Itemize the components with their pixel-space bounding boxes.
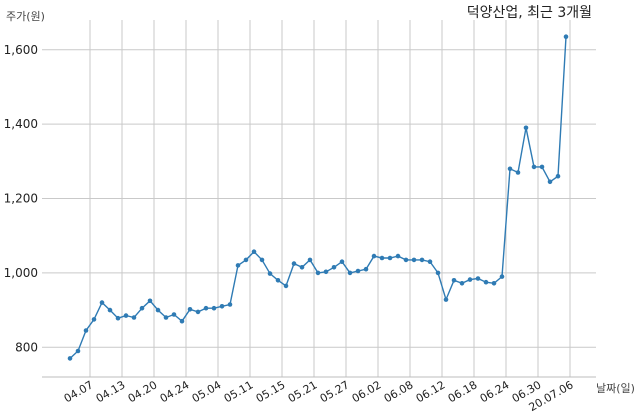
data-point <box>291 261 297 266</box>
x-tick-label: 04.24 <box>158 378 192 405</box>
data-point <box>123 313 129 318</box>
x-tick-label: 06.24 <box>478 378 512 405</box>
y-tick-label: 1,200 <box>4 192 38 206</box>
x-tick-label: 05.21 <box>286 378 320 405</box>
x-gridlines <box>89 20 571 377</box>
data-point <box>435 270 441 276</box>
data-point <box>419 257 425 263</box>
data-point <box>283 283 289 289</box>
data-point <box>331 265 337 270</box>
data-point <box>427 259 433 265</box>
data-point <box>131 315 137 320</box>
data-point <box>107 307 113 313</box>
data-point <box>83 328 89 333</box>
data-point <box>171 312 177 317</box>
data-point <box>243 257 249 263</box>
data-point <box>499 274 505 279</box>
data-point <box>299 265 305 270</box>
y-gridlines <box>42 49 596 348</box>
data-point <box>339 259 345 265</box>
data-point <box>251 249 257 254</box>
data-point <box>555 173 561 179</box>
x-tick-label: 05.04 <box>190 378 224 405</box>
data-point <box>211 305 217 311</box>
data-point <box>395 253 401 259</box>
data-point <box>179 318 185 324</box>
data-point <box>99 300 105 305</box>
x-tick-label: 06.18 <box>446 378 480 405</box>
data-point <box>563 34 569 39</box>
y-axis-label: 주가(원) <box>6 10 45 23</box>
x-tick-label: 05.27 <box>318 378 352 405</box>
data-point <box>483 279 489 285</box>
data-point <box>547 179 553 185</box>
data-point <box>75 348 81 354</box>
x-tick-label: 04.07 <box>62 378 96 405</box>
y-tick-labels: 800 1,000 1,200 1,400 1,600 <box>4 43 38 355</box>
data-point <box>523 125 529 131</box>
data-point <box>379 255 385 261</box>
x-tick-label: 04.13 <box>94 378 128 405</box>
y-tick-label: 1,400 <box>4 117 38 131</box>
data-point <box>539 164 545 170</box>
data-point <box>459 281 465 286</box>
y-tick-label: 800 <box>15 340 38 354</box>
x-tick-labels: 04.0704.1304.2004.2405.0405.1105.1505.21… <box>62 378 576 414</box>
data-point <box>475 276 481 281</box>
data-point <box>387 255 393 261</box>
x-tick-label: 04.20 <box>126 378 160 405</box>
data-point <box>67 356 73 361</box>
data-point <box>363 266 369 272</box>
x-tick-label: 06.02 <box>350 378 384 405</box>
data-point <box>315 270 321 276</box>
data-point <box>163 315 169 320</box>
data-point <box>187 307 193 312</box>
x-tick-label: 06.12 <box>414 378 448 405</box>
data-point <box>219 304 225 309</box>
x-axis-label: 날짜(일) <box>596 381 635 395</box>
y-tick-label: 1,000 <box>4 266 38 280</box>
data-point <box>267 271 273 276</box>
data-point <box>411 257 417 263</box>
data-point <box>371 253 377 259</box>
data-point <box>491 281 497 286</box>
data-point <box>139 305 145 311</box>
series-line <box>69 36 567 359</box>
x-tick-label: 05.11 <box>222 378 256 405</box>
x-tick-label: 05.15 <box>254 378 288 405</box>
data-point <box>531 164 537 170</box>
data-point <box>403 257 409 263</box>
data-point <box>227 302 233 307</box>
data-point <box>115 315 121 321</box>
data-point <box>235 263 241 268</box>
data-point <box>515 170 521 175</box>
x-tick-label: 06.08 <box>382 378 416 405</box>
data-point <box>307 257 313 263</box>
data-point <box>259 257 265 263</box>
chart-title: 덕양산업, 최근 3개월 <box>467 5 592 21</box>
data-point <box>443 297 449 302</box>
price-series <box>67 34 569 361</box>
data-point <box>355 268 361 274</box>
data-point <box>147 298 153 304</box>
data-point <box>91 317 97 322</box>
data-point <box>507 166 513 172</box>
data-point <box>275 278 281 283</box>
data-point <box>467 277 473 282</box>
data-point <box>155 307 161 313</box>
data-point <box>347 270 353 276</box>
data-point <box>203 305 209 311</box>
y-tick-label: 1,600 <box>4 43 38 57</box>
data-point <box>323 269 329 275</box>
data-point <box>195 309 201 315</box>
data-point <box>451 278 457 283</box>
